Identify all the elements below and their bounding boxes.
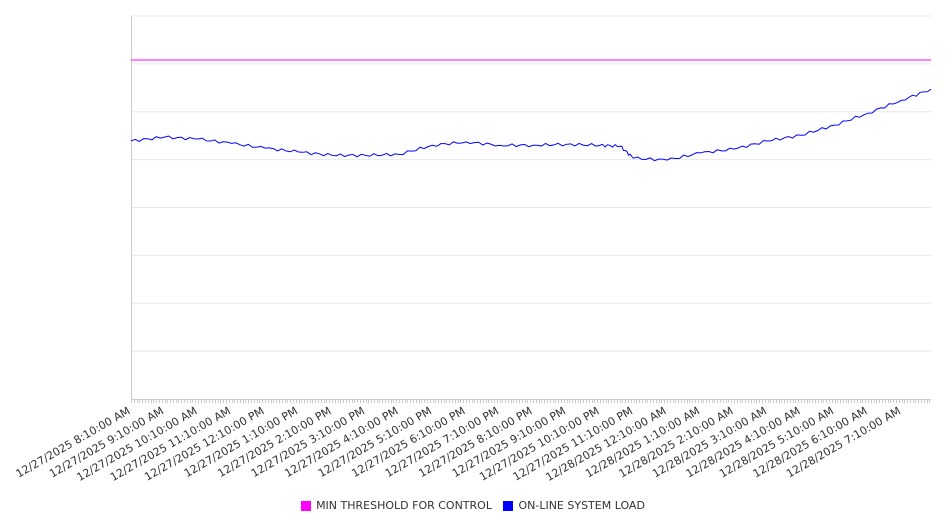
series-line-load [130, 88, 932, 162]
legend-item-load[interactable]: ON-LINE SYSTEM LOAD [503, 499, 645, 512]
legend-label-threshold: MIN THRESHOLD FOR CONTROL [316, 499, 492, 512]
legend-item-threshold[interactable]: MIN THRESHOLD FOR CONTROL [301, 499, 492, 512]
legend: MIN THRESHOLD FOR CONTROL ON-LINE SYSTEM… [0, 499, 946, 514]
legend-swatch-threshold [301, 500, 312, 511]
legend-swatch-load [503, 500, 514, 511]
legend-label-load: ON-LINE SYSTEM LOAD [518, 499, 645, 512]
